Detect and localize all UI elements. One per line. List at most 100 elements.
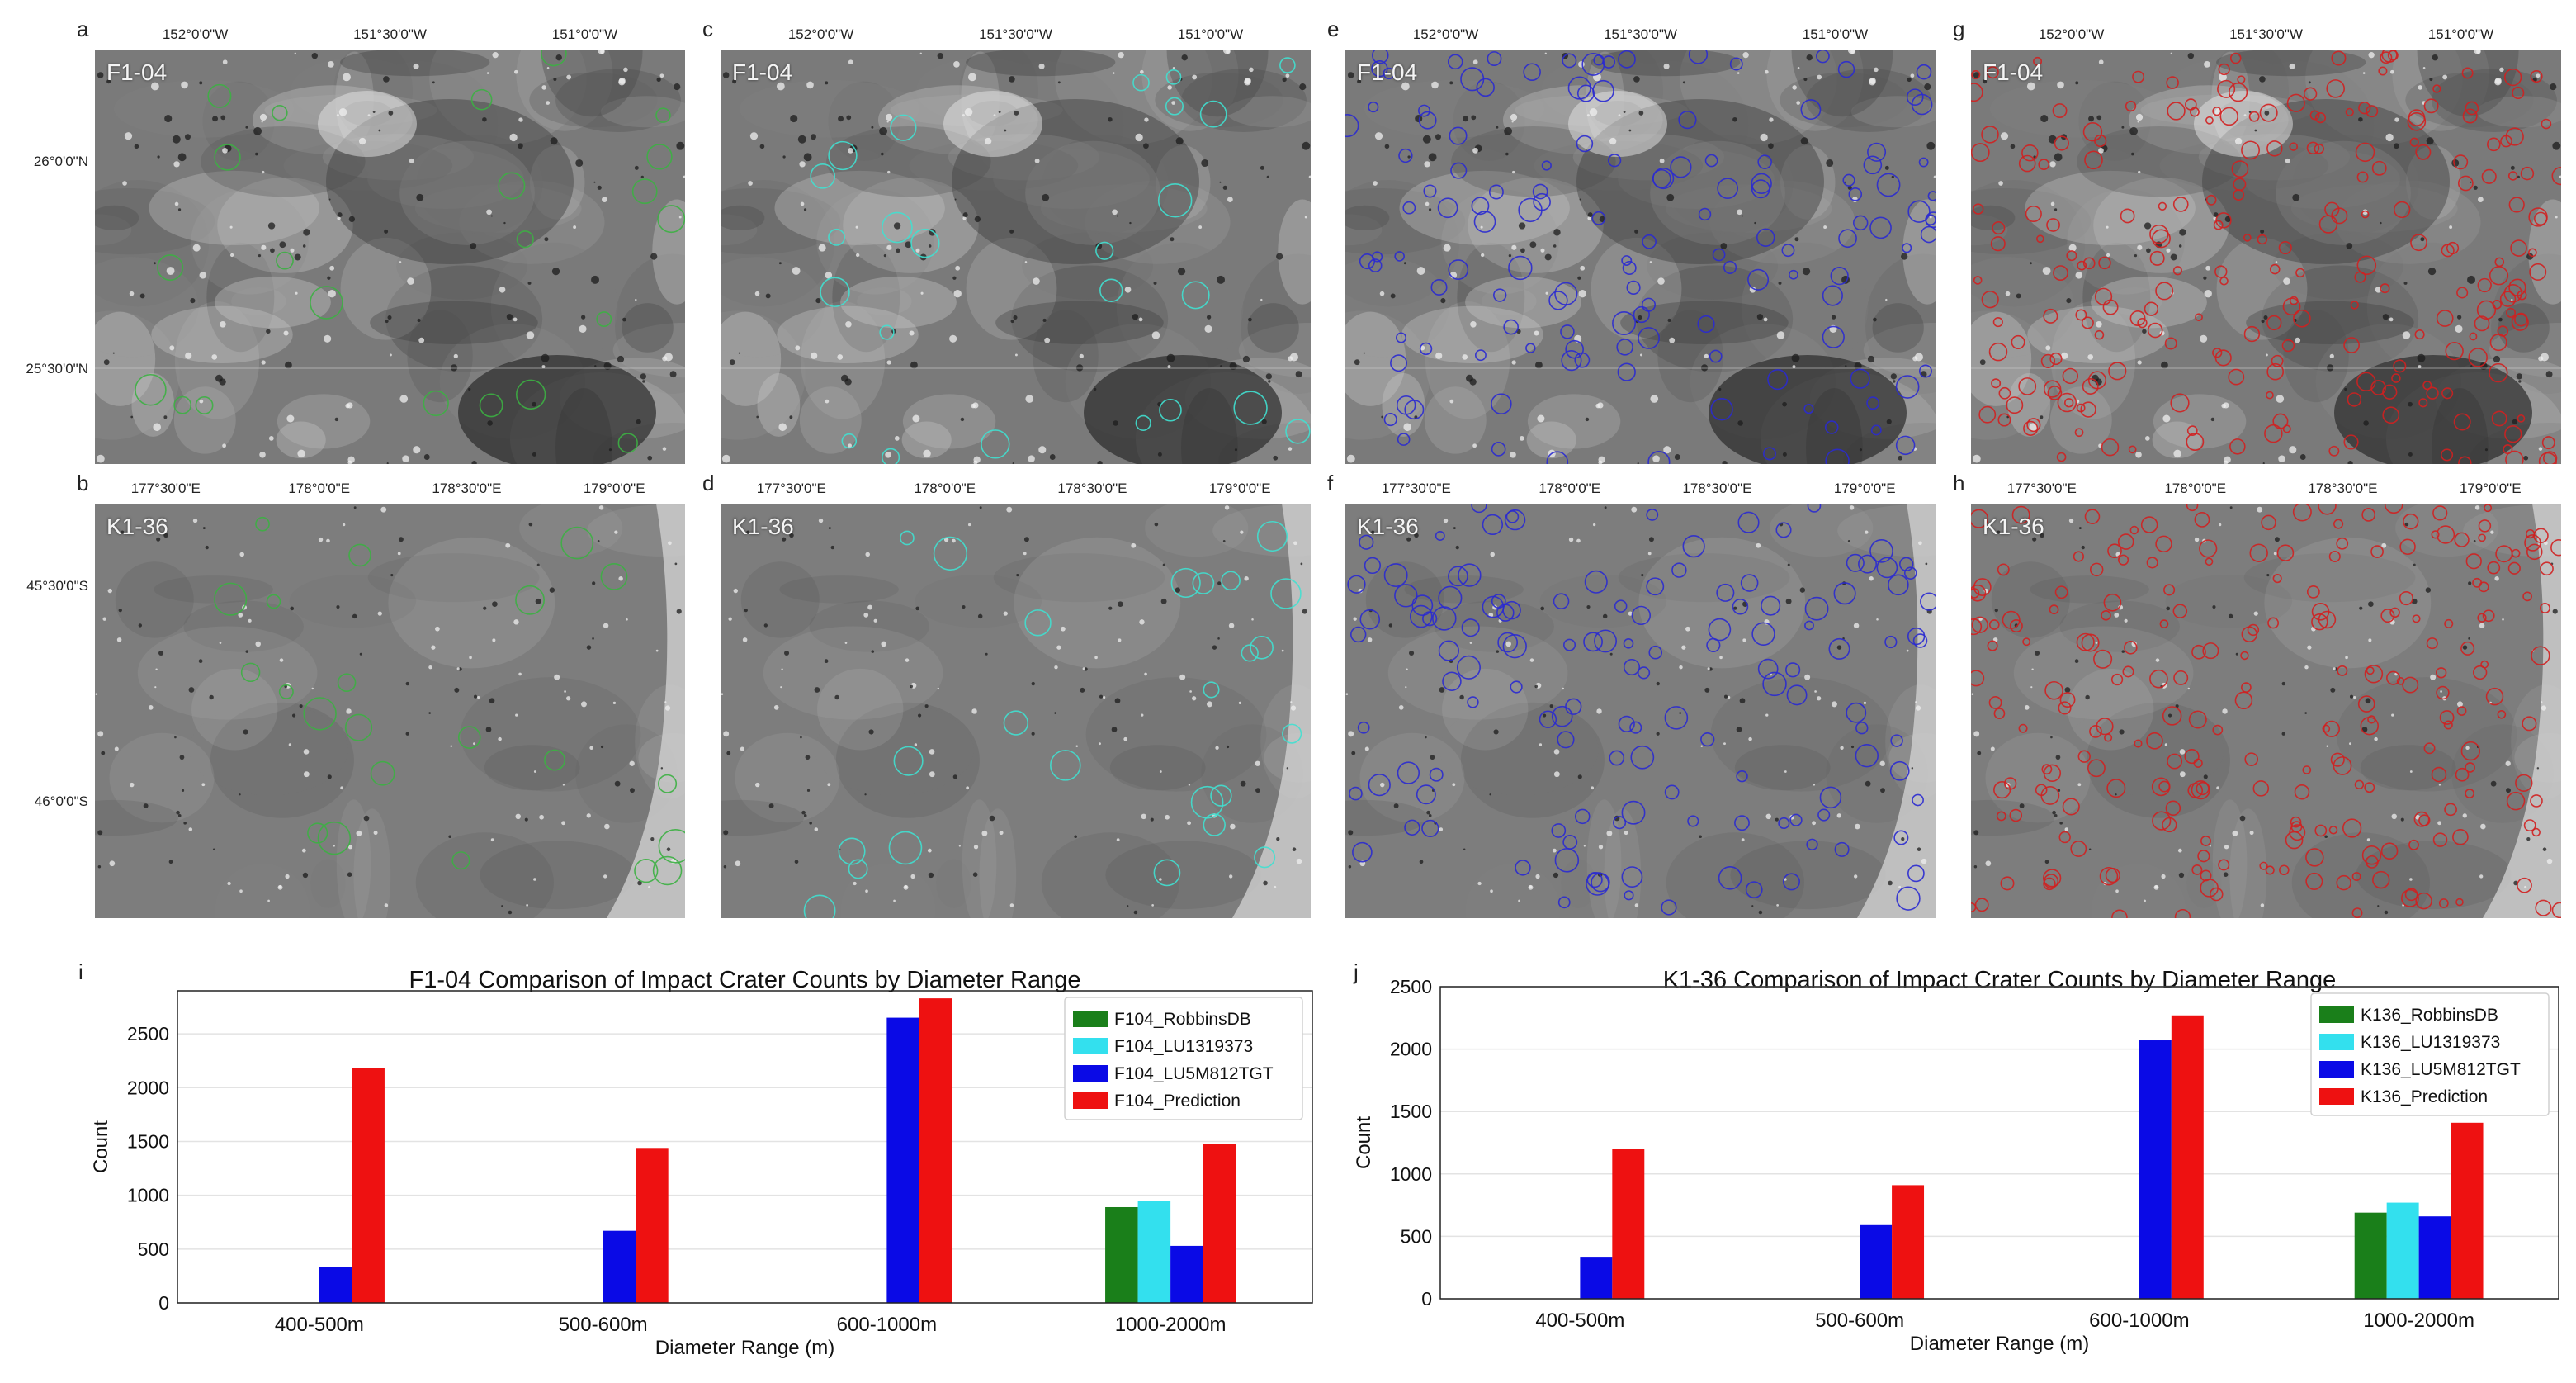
bar	[352, 1068, 385, 1303]
crater-detection-overlay	[1347, 504, 1936, 916]
legend-entry: F104_RobbinsDB	[1114, 1010, 1251, 1029]
crater-detection-overlay	[214, 516, 685, 886]
bar	[2386, 1202, 2419, 1299]
x-tick-label: 500-600m	[559, 1314, 648, 1336]
longitude-label: 177°30'0"E	[1381, 481, 1451, 496]
panel-letter-j: j	[1353, 959, 1359, 984]
x-axis-label: Diameter Range (m)	[655, 1337, 834, 1359]
region-label: F1-04	[1357, 59, 1418, 85]
region-label: F1-04	[1983, 59, 2044, 85]
crater-detection-overlay	[1971, 50, 2561, 464]
legend-entry: K136_LU5M812TGT	[2361, 1060, 2521, 1079]
bar	[2171, 1015, 2204, 1299]
longitude-label: 151°30'0"W	[353, 26, 427, 42]
bar	[1892, 1185, 1925, 1299]
y-axis-label: Count	[1353, 1116, 1375, 1169]
y-tick-label: 1500	[1390, 1101, 1432, 1122]
x-tick-label: 1000-2000m	[1115, 1314, 1227, 1336]
chart-title: F1-04 Comparison of Impact Crater Counts…	[409, 967, 1081, 993]
y-tick-label: 2500	[1390, 976, 1432, 997]
bar	[2354, 1212, 2387, 1299]
longitude-label: 177°30'0"E	[130, 481, 201, 496]
bar	[1860, 1224, 1893, 1299]
bar	[603, 1230, 636, 1303]
longitude-label: 151°0'0"W	[1802, 26, 1869, 42]
lunar-image-b: K1-36	[95, 504, 685, 918]
region-label: K1-36	[106, 514, 168, 539]
x-tick-label: 400-500m	[1535, 1310, 1624, 1332]
bar	[919, 998, 952, 1303]
panel-letter-e: e	[1327, 17, 1340, 41]
longitude-label: 179°0'0"E	[1208, 481, 1271, 496]
longitude-label: 178°0'0"E	[914, 481, 976, 496]
crater-detection-overlay	[803, 520, 1302, 918]
bar	[636, 1148, 669, 1303]
y-tick-label: 2000	[1390, 1039, 1432, 1060]
legend-swatch	[2319, 1061, 2354, 1078]
y-tick-label: 1000	[1390, 1163, 1432, 1185]
longitude-label: 179°0'0"E	[1833, 481, 1896, 496]
bar	[1580, 1257, 1613, 1299]
legend-entry: K136_RobbinsDB	[2361, 1006, 2498, 1025]
bar	[319, 1267, 352, 1303]
bar	[1612, 1149, 1645, 1299]
lunar-image-f: K1-36	[1345, 504, 1936, 918]
legend-swatch	[2319, 1006, 2354, 1023]
latitude-label: 46°0'0"S	[34, 793, 88, 810]
lunar-image-g: F1-04	[1971, 50, 2561, 464]
crater-detection-overlay	[1345, 50, 1936, 464]
panel-letter-a: a	[77, 17, 89, 41]
legend	[1064, 997, 1303, 1120]
y-tick-label: 2000	[127, 1077, 169, 1098]
bar	[2451, 1122, 2484, 1299]
longitude-label: 151°30'0"W	[2229, 26, 2303, 42]
chart-j: j K1-36 Comparison of Impact Crater Count…	[1337, 950, 2575, 1379]
latitude-label: 26°0'0"N	[33, 153, 88, 169]
lunar-image-e: F1-04	[1345, 50, 1936, 464]
crater-detection-overlay	[810, 57, 1311, 464]
longitude-label: 178°30'0"E	[432, 481, 502, 496]
legend-entry: F104_LU5M812TGT	[1114, 1064, 1274, 1083]
latitude-label: 45°30'0"S	[26, 578, 88, 594]
longitude-label: 179°0'0"E	[583, 481, 645, 496]
bar	[886, 1017, 919, 1303]
legend-swatch	[1073, 1038, 1108, 1054]
bar	[1170, 1245, 1203, 1303]
legend-swatch	[2319, 1034, 2354, 1050]
crater-detection-overlay	[1971, 504, 2561, 918]
y-tick-label: 0	[158, 1292, 169, 1314]
y-axis-label: Count	[90, 1120, 112, 1173]
legend-entry: K136_Prediction	[2361, 1087, 2488, 1106]
legend-entry: K136_LU1319373	[2361, 1033, 2500, 1052]
latitude-label: 25°30'0"N	[26, 360, 88, 377]
legend-swatch	[1073, 1092, 1108, 1109]
chart-i: i F1-04 Comparison of Impact Crater Count…	[74, 950, 1329, 1379]
longitude-label: 178°30'0"E	[1057, 481, 1127, 496]
y-tick-label: 1000	[127, 1185, 169, 1206]
x-tick-label: 600-1000m	[2089, 1310, 2189, 1332]
plot-frame	[1439, 986, 2559, 1300]
legend-swatch	[1073, 1065, 1108, 1082]
y-tick-label: 500	[138, 1239, 169, 1260]
legend-swatch	[2319, 1088, 2354, 1105]
lunar-image-d: K1-36	[721, 504, 1311, 918]
legend-entry: F104_Prediction	[1114, 1092, 1241, 1111]
region-label: K1-36	[1357, 514, 1419, 539]
lunar-image-h: K1-36	[1971, 504, 2561, 918]
panel-letter-f: f	[1327, 471, 1334, 495]
longitude-label: 152°0'0"W	[1412, 26, 1479, 42]
x-tick-label: 400-500m	[275, 1314, 364, 1336]
longitude-label: 178°0'0"E	[288, 481, 351, 496]
longitude-label: 151°0'0"W	[2427, 26, 2494, 42]
longitude-label: 178°30'0"E	[1682, 481, 1752, 496]
bar	[1137, 1201, 1171, 1303]
x-axis-label: Diameter Range (m)	[1910, 1333, 2089, 1355]
x-tick-label: 1000-2000m	[2363, 1310, 2474, 1332]
longitude-label: 151°30'0"W	[1604, 26, 1677, 42]
x-tick-label: 600-1000m	[837, 1314, 937, 1336]
region-label: F1-04	[732, 59, 793, 85]
panel-letter-c: c	[702, 17, 713, 41]
longitude-label: 178°30'0"E	[2308, 481, 2378, 496]
region-label: K1-36	[1983, 514, 2044, 539]
panel-letter-b: b	[77, 471, 89, 495]
